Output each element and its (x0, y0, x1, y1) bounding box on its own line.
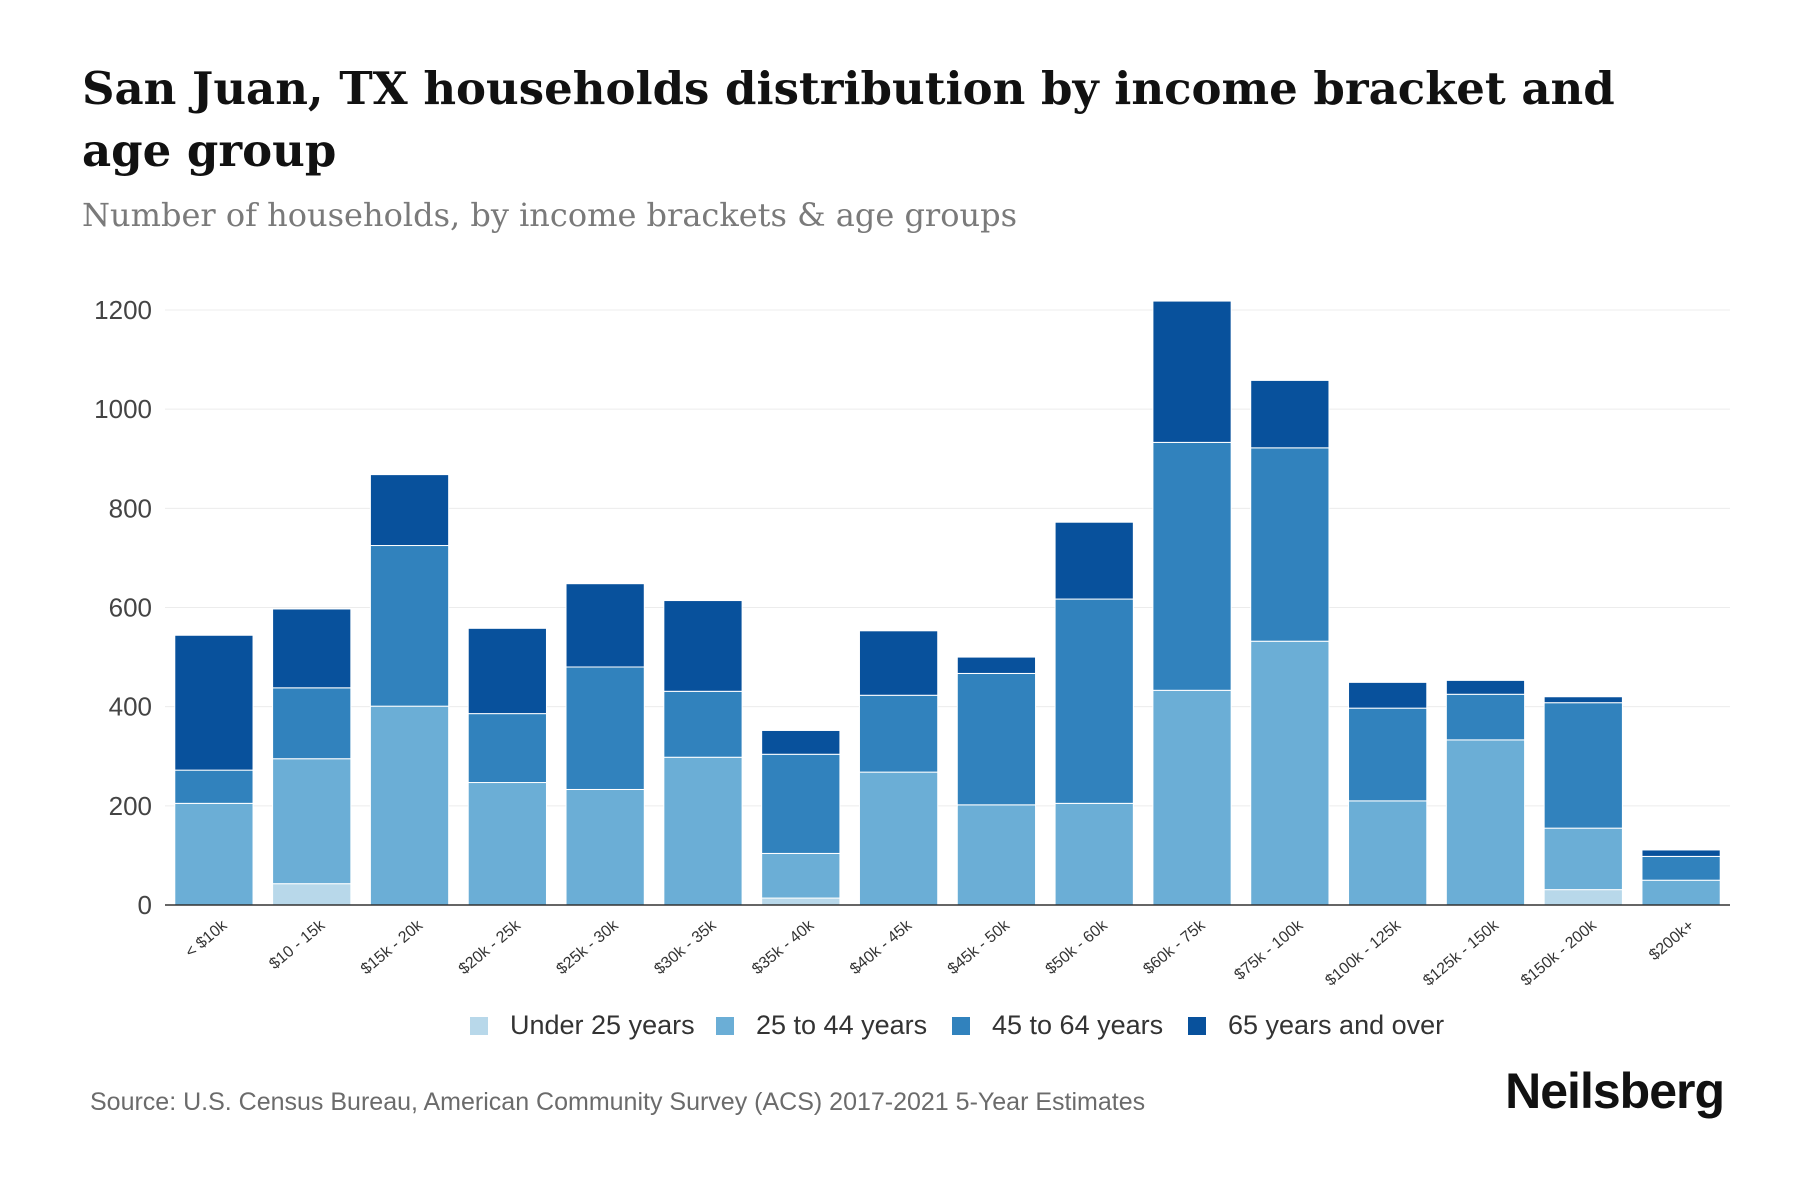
y-axis-ticks: 0 200 400 600 800 1000 1200 (94, 295, 152, 920)
x-tick-label: $15k - 20k (358, 916, 427, 978)
y-tick-label: 1000 (94, 394, 152, 424)
bar-segment (565, 666, 645, 790)
bar-segment (272, 608, 352, 689)
bar-segment (1152, 300, 1232, 443)
bar-segment (956, 672, 1037, 806)
legend-label: Under 25 years (510, 1010, 695, 1040)
bar-segment (663, 600, 743, 692)
x-tick-label: $30k - 35k (651, 916, 720, 978)
legend-swatch (952, 1017, 970, 1035)
x-tick-label: $100k - 125k (1322, 916, 1405, 989)
bar-segment (858, 771, 939, 906)
y-tick-label: 0 (138, 890, 152, 920)
bar-segment (369, 474, 450, 547)
x-tick-label: < $10k (182, 916, 231, 961)
bar-segment (1054, 802, 1134, 906)
bar-segment (1641, 879, 1721, 906)
chart-title: San Juan, TX households distribution by … (82, 62, 1615, 177)
bars (174, 300, 1721, 906)
bar-segment (956, 804, 1037, 906)
bar-segment (1348, 800, 1428, 906)
bar-segment (565, 788, 645, 906)
bar-segment (1152, 441, 1232, 691)
x-tick-label: $20k - 25k (456, 916, 525, 978)
chart-subtitle: Number of households, by income brackets… (82, 196, 1017, 234)
x-tick-label: $25k - 30k (554, 916, 623, 978)
legend-swatch (1188, 1017, 1206, 1035)
y-tick-label: 1200 (94, 295, 152, 325)
bar-segment (467, 627, 547, 715)
bar-segment (1445, 679, 1526, 695)
bar-segment (858, 630, 939, 696)
x-tick-label: $45k - 50k (945, 916, 1014, 978)
bar-segment (1445, 739, 1526, 906)
bar-segment (1543, 702, 1623, 829)
bar-segment (761, 729, 841, 755)
x-tick-label: $200k+ (1646, 917, 1697, 964)
x-tick-label: $40k - 45k (847, 916, 916, 978)
bar-segment (1641, 849, 1721, 857)
bar-segment (467, 713, 547, 784)
bar-segment (1543, 827, 1623, 891)
y-tick-label: 400 (109, 692, 152, 722)
bar-segment (1250, 447, 1330, 642)
bar-segment (761, 852, 841, 899)
bar-segment (1543, 696, 1623, 704)
bar-segment (1641, 855, 1721, 881)
x-tick-label: $60k - 75k (1140, 916, 1209, 978)
legend-label: 45 to 64 years (992, 1010, 1163, 1040)
legend-swatch (716, 1017, 734, 1035)
bar-segment (1348, 681, 1428, 709)
bar-segment (1054, 521, 1134, 600)
bar-segment (956, 656, 1037, 674)
y-tick-label: 600 (109, 593, 152, 623)
bar-segment (369, 705, 450, 906)
bar-segment (272, 758, 352, 885)
x-tick-label: $125k - 150k (1420, 916, 1503, 989)
bar-segment (174, 769, 254, 804)
x-tick-label: $150k - 200k (1518, 916, 1601, 989)
x-tick-label: $75k - 100k (1231, 916, 1307, 983)
bar-segment (174, 634, 254, 771)
bar-segment (272, 883, 352, 906)
x-tick-label: $10 - 15k (266, 916, 329, 973)
bar-segment (761, 753, 841, 854)
bar-segment (1250, 640, 1330, 906)
bar-segment (663, 690, 743, 758)
y-tick-label: 200 (109, 791, 152, 821)
source-note: Source: U.S. Census Bureau, American Com… (90, 1088, 1146, 1116)
bar-segment (272, 687, 352, 760)
bar-segment (1348, 707, 1428, 802)
bar-segment (174, 802, 254, 906)
legend-swatch (470, 1017, 488, 1035)
legend-label: 65 years and over (1228, 1010, 1444, 1040)
bar-segment (1152, 689, 1232, 906)
bar-segment (663, 756, 743, 906)
bar-segment (1250, 379, 1330, 449)
bar-segment (1054, 598, 1134, 804)
bar-segment (369, 545, 450, 707)
brand-logo: Neilsberg (1505, 1063, 1725, 1119)
bar-segment (858, 694, 939, 773)
x-tick-label: $35k - 40k (749, 916, 818, 978)
bar-segment (1543, 889, 1623, 906)
bar-segment (761, 897, 841, 906)
bar-segment (565, 583, 645, 668)
x-axis-ticks: < $10k $10 - 15k $15k - 20k $20k - 25k $25k … (182, 916, 1697, 989)
legend-label: 25 to 44 years (756, 1010, 927, 1040)
bar-segment (1445, 693, 1526, 741)
y-tick-label: 800 (109, 493, 152, 523)
bar-segment (467, 782, 547, 906)
legend: Under 25 years 25 to 44 years 45 to 64 yea… (470, 1010, 1444, 1040)
x-tick-label: $50k - 60k (1043, 916, 1112, 978)
